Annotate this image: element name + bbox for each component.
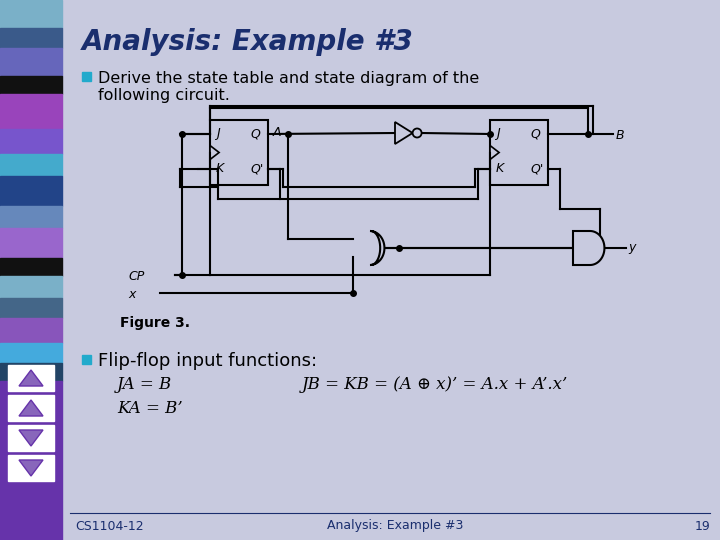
Text: A: A xyxy=(273,126,282,139)
Bar xyxy=(8,395,54,421)
Bar xyxy=(82,72,91,81)
Text: Flip-flop input functions:: Flip-flop input functions: xyxy=(98,352,317,370)
Bar xyxy=(0,0,62,28)
Polygon shape xyxy=(19,460,43,476)
Text: following circuit.: following circuit. xyxy=(98,88,230,103)
Polygon shape xyxy=(19,400,43,416)
Text: Q: Q xyxy=(250,127,260,140)
Text: K: K xyxy=(496,163,504,176)
Text: Q': Q' xyxy=(530,163,544,176)
Text: y: y xyxy=(629,241,636,254)
Bar xyxy=(490,120,548,185)
Bar xyxy=(0,94,62,129)
Text: J: J xyxy=(496,127,500,140)
Polygon shape xyxy=(395,122,413,144)
Text: CP: CP xyxy=(128,269,144,282)
Text: JA = B: JA = B xyxy=(117,376,172,393)
Bar xyxy=(0,154,62,176)
Text: Derive the state table and state diagram of the: Derive the state table and state diagram… xyxy=(98,71,480,86)
Text: JB = KB = (A ⊕ x)’ = A.x + A’.x’: JB = KB = (A ⊕ x)’ = A.x + A’.x’ xyxy=(302,376,568,393)
Polygon shape xyxy=(210,145,219,159)
Bar xyxy=(82,355,91,364)
Text: Analysis: Example #3: Analysis: Example #3 xyxy=(327,519,463,532)
Text: Q': Q' xyxy=(250,163,264,176)
Polygon shape xyxy=(370,231,384,265)
Bar xyxy=(0,176,62,206)
Bar xyxy=(0,381,62,540)
Bar xyxy=(0,276,62,298)
Text: Figure 3.: Figure 3. xyxy=(120,316,190,330)
Text: Analysis: Example #3: Analysis: Example #3 xyxy=(82,28,414,56)
Text: KA = B’: KA = B’ xyxy=(117,400,183,417)
Bar xyxy=(8,455,54,481)
Text: Q: Q xyxy=(530,127,540,140)
Bar xyxy=(0,228,62,258)
Bar xyxy=(8,425,54,451)
Text: x: x xyxy=(128,287,135,300)
Bar xyxy=(0,298,62,318)
Polygon shape xyxy=(19,430,43,446)
Bar xyxy=(0,343,62,363)
Polygon shape xyxy=(490,145,499,159)
Text: K: K xyxy=(216,163,224,176)
Polygon shape xyxy=(19,370,43,386)
Bar xyxy=(0,206,62,228)
Circle shape xyxy=(413,129,422,138)
Bar xyxy=(0,76,62,94)
Bar xyxy=(0,363,62,381)
Bar xyxy=(0,318,62,343)
Text: CS1104-12: CS1104-12 xyxy=(75,519,143,532)
Bar xyxy=(210,120,268,185)
Text: B: B xyxy=(616,129,625,142)
Bar xyxy=(8,365,54,391)
Bar xyxy=(0,28,62,48)
Text: 19: 19 xyxy=(694,519,710,532)
Bar xyxy=(0,129,62,154)
Polygon shape xyxy=(573,231,604,265)
Bar xyxy=(0,258,62,276)
Bar xyxy=(0,48,62,76)
Text: J: J xyxy=(216,127,220,140)
